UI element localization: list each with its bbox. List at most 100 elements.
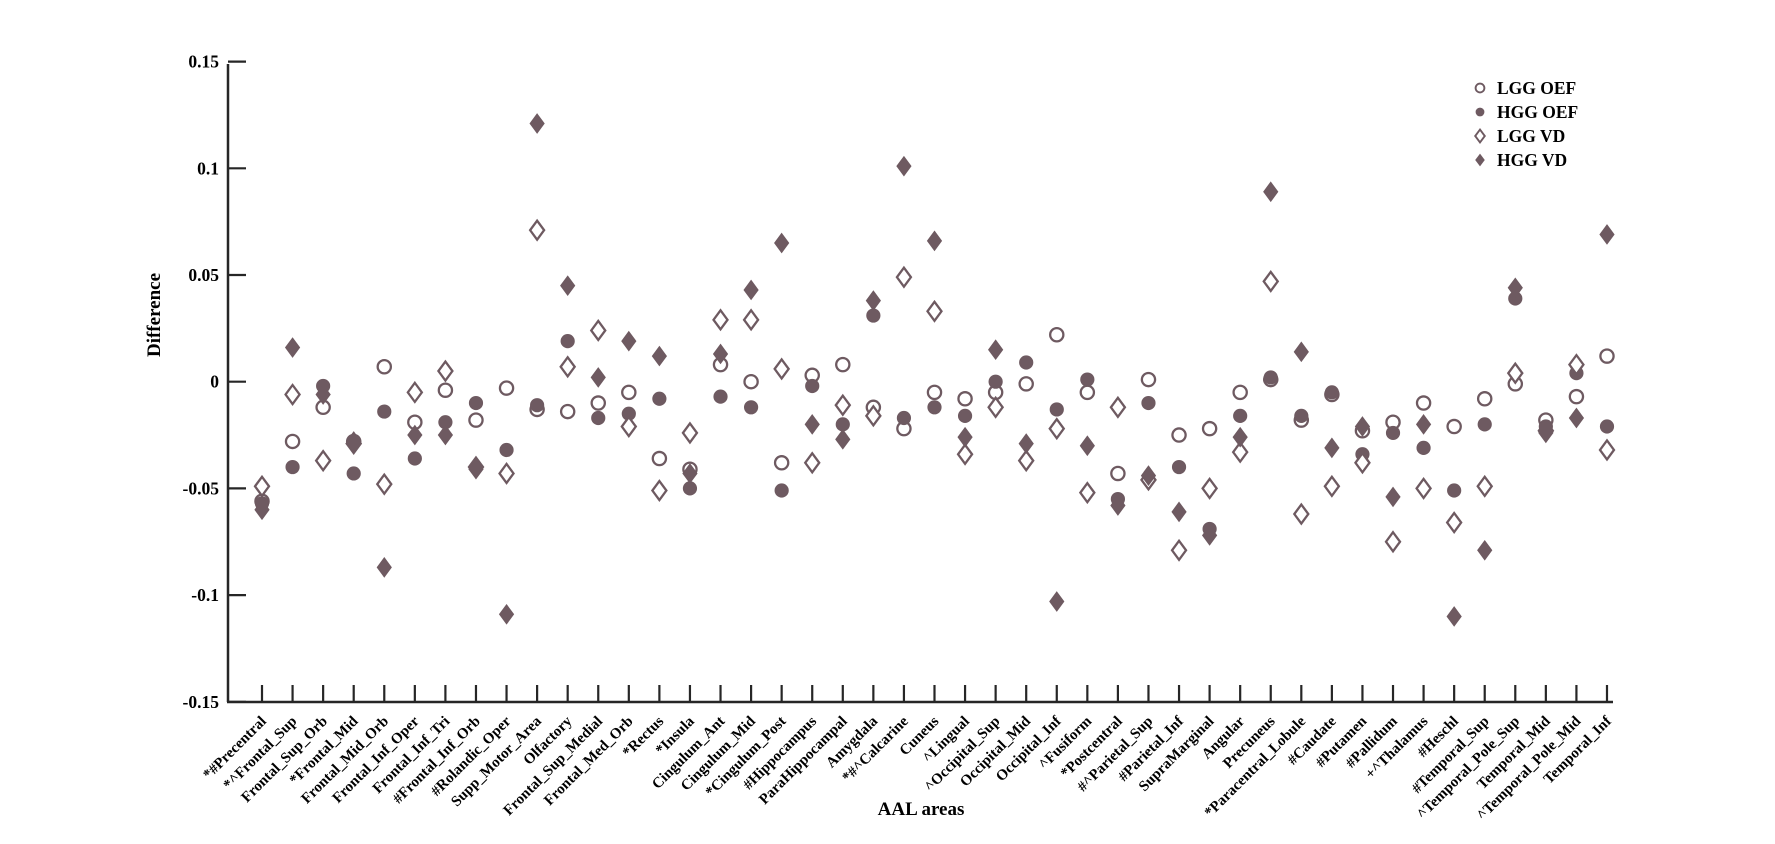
- data-point: [589, 319, 607, 342]
- data-point: [803, 451, 821, 475]
- data-point: [407, 451, 422, 466]
- data-point: [1598, 438, 1616, 462]
- data-point: [681, 421, 699, 445]
- data-point: [1384, 530, 1402, 554]
- data-point: [1018, 376, 1034, 392]
- data-point: [1049, 327, 1065, 343]
- data-point: [1201, 476, 1219, 500]
- data-point: [805, 378, 820, 394]
- data-point: [1018, 433, 1034, 454]
- data-point: [1354, 416, 1371, 437]
- data-point: [1447, 483, 1462, 498]
- data-point: [774, 232, 790, 254]
- legend-item-hgg-oef: HGG OEF: [1472, 100, 1578, 124]
- data-point: [559, 403, 576, 420]
- data-point: [1538, 422, 1554, 444]
- data-point: [1171, 459, 1187, 475]
- filled-diamond-icon: [1475, 153, 1485, 167]
- data-point: [254, 499, 270, 521]
- data-point: [1385, 486, 1401, 508]
- legend-label: HGG VD: [1497, 149, 1568, 170]
- data-point: [1568, 407, 1585, 429]
- data-point: [1232, 426, 1248, 448]
- open-circle-icon: [1474, 82, 1486, 94]
- data-point: [1446, 606, 1462, 627]
- data-point: [1262, 269, 1280, 293]
- data-point: [834, 393, 852, 417]
- data-point: [1476, 474, 1494, 498]
- legend-label: HGG OEF: [1497, 101, 1579, 122]
- data-point: [743, 400, 759, 415]
- data-point: [926, 299, 943, 323]
- data-point: [406, 380, 424, 404]
- data-point: [835, 356, 851, 373]
- data-point: [1049, 591, 1065, 612]
- data-point: [1079, 435, 1095, 457]
- open-circle-glyph: [1474, 82, 1486, 94]
- legend-item-lgg-vd: LGG VD: [1472, 124, 1578, 148]
- data-point: [1049, 402, 1064, 417]
- data-point: [743, 373, 759, 390]
- y-tick-label: -0.05: [183, 478, 220, 498]
- data-point: [1233, 408, 1248, 423]
- legend-item-hgg-vd: HGG VD: [1472, 148, 1578, 172]
- open-diamond-glyph: [1474, 128, 1486, 144]
- data-point: [529, 113, 545, 134]
- data-point: [530, 398, 545, 413]
- y-tick-label: 0.15: [188, 52, 219, 72]
- data-point: [1201, 525, 1218, 546]
- filled-circle-glyph: [1475, 107, 1485, 117]
- data-point: [1446, 418, 1462, 435]
- data-point: [835, 428, 851, 450]
- data-point: [528, 218, 546, 242]
- data-point: [1415, 414, 1432, 435]
- data-point: [284, 337, 301, 358]
- data-point: [651, 345, 668, 367]
- data-point: [376, 557, 392, 578]
- data-point: [285, 459, 300, 475]
- data-point: [926, 230, 943, 252]
- data-point: [1110, 465, 1126, 482]
- data-point: [865, 290, 881, 311]
- data-point: [559, 355, 577, 379]
- data-point: [1140, 465, 1157, 486]
- data-point: [590, 395, 606, 411]
- data-point: [1568, 388, 1585, 405]
- legend: LGG OEF HGG OEF LGG VD HGG VD: [1472, 76, 1578, 172]
- data-point: [436, 359, 454, 383]
- y-tick-label: 0.05: [188, 265, 219, 285]
- data-point: [590, 367, 606, 388]
- data-point: [1477, 539, 1493, 561]
- data-point: [1293, 341, 1309, 363]
- data-point: [437, 382, 454, 398]
- data-point: [499, 442, 514, 458]
- legend-label: LGG OEF: [1497, 77, 1577, 98]
- data-point: [895, 265, 913, 289]
- data-point: [1416, 440, 1431, 455]
- data-point: [1171, 501, 1187, 523]
- filled-diamond-glyph: [1475, 153, 1485, 167]
- data-point: [742, 308, 760, 332]
- data-point: [682, 463, 698, 484]
- data-point: [1079, 384, 1096, 401]
- data-point: [1477, 417, 1492, 432]
- data-point: [346, 466, 361, 481]
- data-point: [713, 389, 728, 404]
- data-point: [1110, 495, 1126, 516]
- data-point: [804, 414, 820, 435]
- x-axis-title: AAL areas: [877, 799, 965, 820]
- data-point: [1231, 440, 1249, 464]
- data-point: [1324, 385, 1339, 400]
- data-point: [774, 483, 789, 498]
- data-point: [1080, 372, 1095, 387]
- data-point: [1599, 224, 1615, 245]
- data-point: [712, 343, 729, 365]
- data-point: [498, 380, 515, 396]
- data-point: [1599, 419, 1615, 434]
- data-point: [1140, 371, 1157, 388]
- data-point: [1109, 395, 1127, 419]
- data-point: [1292, 502, 1310, 526]
- data-point: [1170, 538, 1188, 562]
